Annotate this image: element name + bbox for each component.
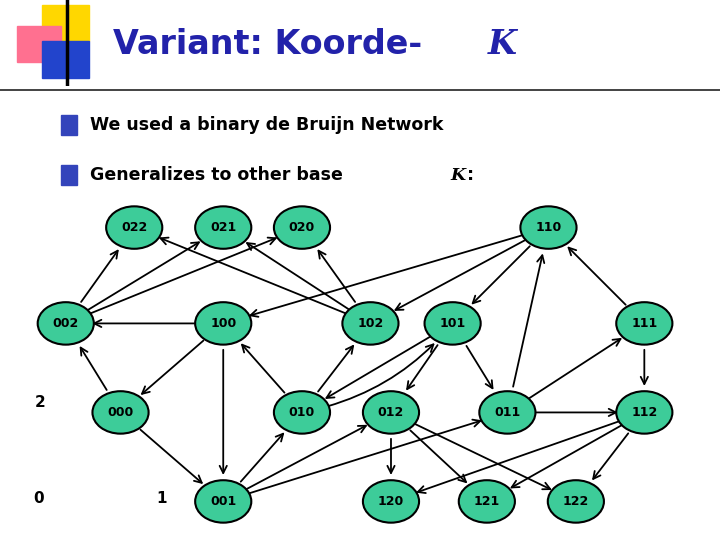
- Text: 020: 020: [289, 221, 315, 234]
- Text: We used a binary de Bruijn Network: We used a binary de Bruijn Network: [90, 116, 444, 134]
- Ellipse shape: [425, 302, 481, 345]
- Text: :: :: [467, 166, 474, 184]
- Text: K: K: [488, 29, 517, 62]
- Text: 100: 100: [210, 317, 236, 330]
- Ellipse shape: [616, 391, 672, 434]
- Ellipse shape: [363, 480, 419, 523]
- Ellipse shape: [480, 391, 536, 434]
- Ellipse shape: [195, 480, 251, 523]
- Text: 111: 111: [631, 317, 657, 330]
- Text: 0: 0: [33, 490, 44, 505]
- Ellipse shape: [92, 391, 148, 434]
- Ellipse shape: [195, 302, 251, 345]
- Ellipse shape: [521, 206, 577, 249]
- Text: 110: 110: [536, 221, 562, 234]
- Text: 022: 022: [121, 221, 148, 234]
- Ellipse shape: [274, 391, 330, 434]
- Text: 122: 122: [563, 495, 589, 508]
- Text: 2: 2: [35, 395, 46, 410]
- Text: 010: 010: [289, 406, 315, 419]
- Ellipse shape: [37, 302, 94, 345]
- Text: 112: 112: [631, 406, 657, 419]
- Text: 101: 101: [439, 317, 466, 330]
- Text: Variant: Koorde-: Variant: Koorde-: [113, 29, 423, 62]
- Ellipse shape: [363, 391, 419, 434]
- Bar: [61, 115, 77, 135]
- Text: 012: 012: [378, 406, 404, 419]
- Ellipse shape: [616, 302, 672, 345]
- Text: 002: 002: [53, 317, 79, 330]
- Ellipse shape: [274, 206, 330, 249]
- Bar: [17, 26, 61, 62]
- Text: 29: 29: [685, 539, 703, 540]
- Bar: [61, 165, 77, 185]
- Text: 011: 011: [494, 406, 521, 419]
- Ellipse shape: [548, 480, 604, 523]
- Text: 102: 102: [357, 317, 384, 330]
- Ellipse shape: [195, 206, 251, 249]
- Text: K: K: [450, 167, 465, 184]
- Bar: [42, 5, 89, 42]
- Text: 121: 121: [474, 495, 500, 508]
- Ellipse shape: [106, 206, 162, 249]
- Text: 000: 000: [107, 406, 134, 419]
- Text: Generalizes to other base: Generalizes to other base: [90, 166, 349, 184]
- Text: 001: 001: [210, 495, 236, 508]
- Ellipse shape: [343, 302, 399, 345]
- Text: 021: 021: [210, 221, 236, 234]
- Bar: [42, 42, 89, 78]
- Text: 1: 1: [156, 490, 167, 505]
- Ellipse shape: [459, 480, 515, 523]
- Text: 120: 120: [378, 495, 404, 508]
